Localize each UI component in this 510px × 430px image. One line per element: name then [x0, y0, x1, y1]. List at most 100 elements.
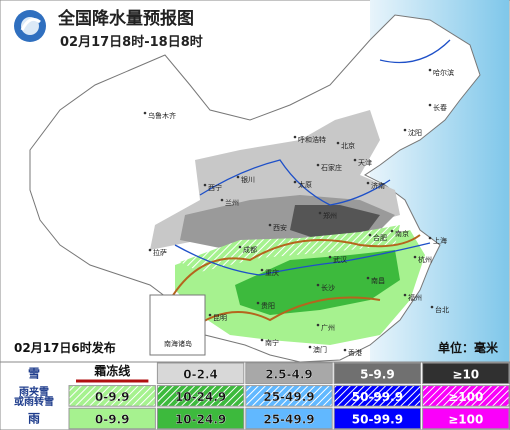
city-dot: [428, 236, 432, 240]
snow-heavy: [290, 205, 380, 240]
legend-item-label: 25-49.9: [263, 390, 314, 404]
city-label: 贵阳: [261, 301, 275, 310]
city-dot: [366, 276, 370, 280]
city-label: 乌鲁木齐: [148, 111, 176, 120]
legend-swatch: [68, 407, 156, 430]
city-label: 天津: [358, 159, 372, 167]
city-label: 南京: [395, 229, 409, 238]
city-label: 昆明: [213, 314, 227, 322]
city-label: 拉萨: [153, 248, 167, 257]
legend-item-label: 10-24.9: [175, 390, 226, 404]
city-label: 杭州: [418, 255, 432, 264]
city-label: 武汉: [333, 255, 347, 264]
legend-item-label: 0-9.9: [95, 413, 130, 427]
city-dot: [260, 338, 264, 342]
city-label: 郑州: [323, 212, 337, 220]
legend-swatch: [245, 362, 333, 385]
legend-swatch: [333, 385, 422, 407]
legend-item-label: 0-2.4: [183, 367, 218, 381]
city-dot: [428, 68, 432, 72]
city-label: 沈阳: [408, 128, 422, 137]
city-label: 兰州: [225, 198, 239, 207]
city-dot: [208, 313, 212, 317]
city-dot: [328, 255, 332, 259]
legend-swatch: [156, 385, 245, 407]
legend-swatch: [422, 362, 510, 385]
legend-row-label: 或雨转雪: [14, 395, 54, 408]
legend-swatch: [422, 385, 510, 407]
legend-row-label: 雪: [28, 366, 40, 380]
city-dot: [220, 198, 224, 202]
city-label: 香港: [348, 348, 362, 357]
city-dot: [403, 128, 407, 132]
river: [199, 159, 391, 206]
legend-item-label: 10-24.9: [175, 413, 226, 427]
city-dot: [268, 223, 272, 227]
city-dot: [238, 245, 242, 249]
rain-medium: [235, 250, 400, 315]
subtitle: 02月17日8时-18日8时: [60, 34, 203, 50]
city-label: 上海: [433, 236, 447, 245]
city-dot: [236, 175, 240, 179]
city-label: 合肥: [373, 233, 387, 242]
city-dot: [318, 211, 322, 215]
city-label: 石家庄: [321, 163, 342, 172]
city-dot: [316, 163, 320, 167]
frost-line: [189, 296, 381, 331]
city-dot: [308, 345, 312, 349]
city-dot: [336, 141, 340, 145]
legend-row-label: 雨: [28, 412, 40, 426]
legend-swatch: [333, 407, 422, 430]
city-label: 哈尔滨: [433, 68, 454, 77]
city-dot: [390, 229, 394, 233]
issue-time: 02月17日6时发布: [14, 340, 116, 355]
legend-swatch: [245, 385, 333, 407]
logo: [14, 10, 46, 42]
city-dot: [316, 283, 320, 287]
city-dot: [368, 233, 372, 237]
river: [174, 242, 431, 276]
legend-swatch: [422, 407, 510, 430]
legend-item-label: 50-99.9: [352, 413, 403, 427]
city-dot: [148, 248, 152, 252]
legend-swatch: [156, 362, 245, 385]
city-label: 济南: [371, 181, 385, 190]
legend-swatch: [245, 407, 333, 430]
city-dot: [203, 183, 207, 187]
city-label: 南昌: [371, 276, 385, 285]
legend-swatch: [68, 385, 156, 407]
city-dot: [256, 301, 260, 305]
city-dot: [403, 293, 407, 297]
city-dot: [143, 111, 147, 115]
city-label: 西宁: [208, 183, 222, 192]
city-dot: [430, 305, 434, 309]
city-label: 成都: [243, 245, 257, 254]
river: [379, 39, 451, 64]
city-dot: [260, 268, 264, 272]
city-dot: [293, 180, 297, 184]
city-label: 南宁: [265, 338, 279, 347]
legend-row-label: 雨夹雪: [19, 385, 49, 398]
city-dot: [428, 103, 432, 107]
city-dot: [316, 323, 320, 327]
frost-line: [169, 234, 421, 301]
legend-item-label: ≥100: [448, 413, 483, 427]
unit: 单位：毫米: [438, 340, 499, 355]
legend-item-label: 25-49.9: [263, 413, 314, 427]
legend-item-label: ≥10: [452, 367, 479, 381]
legend-item-label: 50-99.9: [352, 390, 403, 404]
city-dot: [343, 348, 347, 352]
city-label: 台北: [435, 305, 449, 314]
city-dot: [293, 135, 297, 139]
inset-label: 南海诸岛: [164, 339, 192, 348]
inset-frame: [149, 294, 206, 356]
city-label: 广州: [321, 323, 335, 332]
city-dot: [413, 255, 417, 259]
legend-item-label: ≥100: [448, 390, 483, 404]
legend-swatch: [333, 362, 422, 385]
sleet-area: [180, 225, 400, 272]
city-dot: [353, 158, 357, 162]
legend-item-label: 0-9.9: [95, 390, 130, 404]
city-dot: [366, 181, 370, 185]
